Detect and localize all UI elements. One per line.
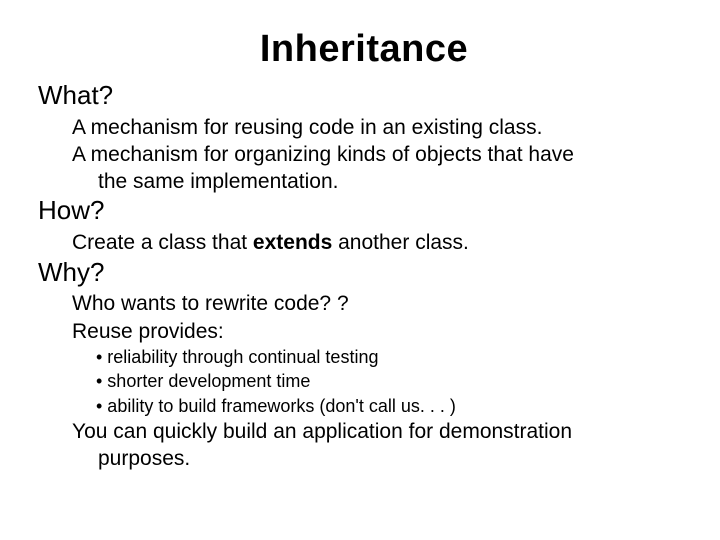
why-bullet-2: • shorter development time [38, 370, 690, 393]
how-line-suffix: another class. [332, 231, 469, 254]
section-heading-why: Why? [38, 258, 690, 288]
section-heading-how: How? [38, 196, 690, 226]
what-line-1: A mechanism for reusing code in an exist… [38, 115, 690, 140]
why-bullet-3: • ability to build frameworks (don't cal… [38, 395, 690, 418]
how-line-1: Create a class that extends another clas… [38, 230, 690, 255]
slide-container: Inheritance What? A mechanism for reusin… [0, 0, 720, 540]
why-closing-cont: purposes. [38, 446, 690, 471]
why-closing: You can quickly build an application for… [38, 419, 690, 444]
why-bullet-1: • reliability through continual testing [38, 346, 690, 369]
slide-title: Inheritance [38, 28, 690, 71]
why-line-1: Who wants to rewrite code? ? [38, 291, 690, 316]
why-line-2: Reuse provides: [38, 319, 690, 344]
what-line-2: A mechanism for organizing kinds of obje… [38, 142, 690, 167]
how-line-prefix: Create a class that [72, 231, 253, 254]
what-line-2-cont: the same implementation. [38, 169, 690, 194]
how-line-bold: extends [253, 231, 332, 254]
section-heading-what: What? [38, 81, 690, 111]
